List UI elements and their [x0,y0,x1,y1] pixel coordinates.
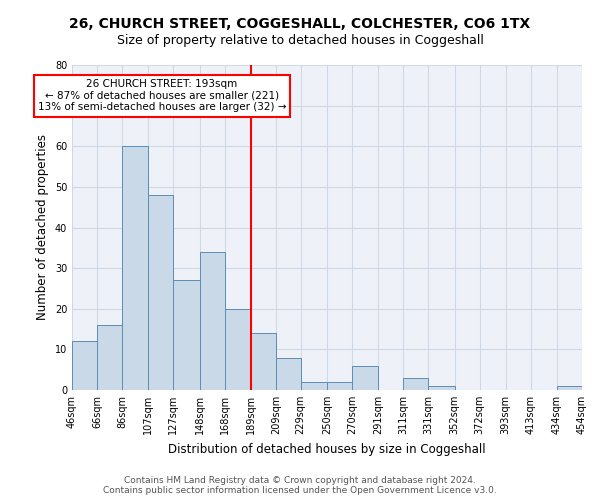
Text: 26 CHURCH STREET: 193sqm
← 87% of detached houses are smaller (221)
13% of semi-: 26 CHURCH STREET: 193sqm ← 87% of detach… [38,79,286,112]
X-axis label: Distribution of detached houses by size in Coggeshall: Distribution of detached houses by size … [168,442,486,456]
Bar [173,280,199,390]
Text: Contains HM Land Registry data © Crown copyright and database right 2024.
Contai: Contains HM Land Registry data © Crown c… [103,476,497,495]
Bar [276,358,301,390]
Bar [301,382,327,390]
Bar [428,386,455,390]
Bar [72,341,97,390]
Text: Size of property relative to detached houses in Coggeshall: Size of property relative to detached ho… [116,34,484,47]
Bar [327,382,352,390]
Bar [224,308,251,390]
Bar [97,325,122,390]
Bar [251,333,276,390]
Bar [148,195,173,390]
Y-axis label: Number of detached properties: Number of detached properties [36,134,49,320]
Bar [199,252,224,390]
Bar [557,386,582,390]
Bar [403,378,428,390]
Bar [122,146,148,390]
Bar [352,366,378,390]
Text: 26, CHURCH STREET, COGGESHALL, COLCHESTER, CO6 1TX: 26, CHURCH STREET, COGGESHALL, COLCHESTE… [70,18,530,32]
